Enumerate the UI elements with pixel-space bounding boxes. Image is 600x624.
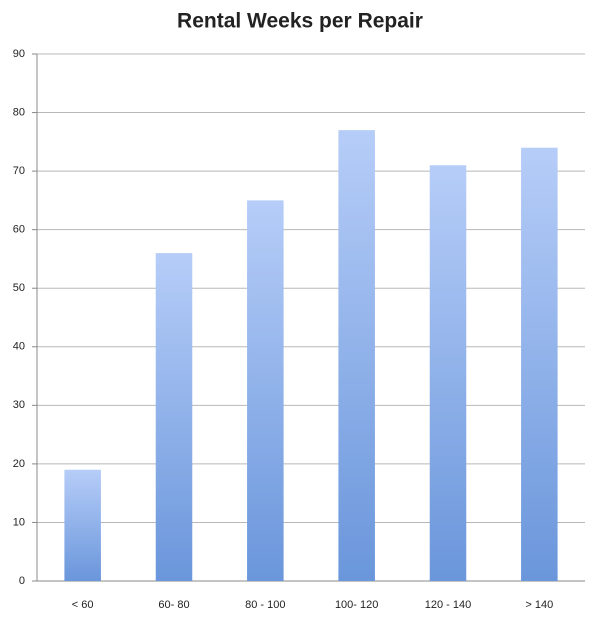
bar [247, 200, 284, 581]
y-tick-label: 50 [13, 282, 25, 294]
bar [521, 147, 558, 581]
bar [155, 253, 193, 582]
bar [338, 130, 375, 581]
y-tick-label: 10 [13, 516, 25, 528]
bar [64, 469, 101, 581]
x-tick-label: 120 - 140 [425, 599, 471, 611]
x-tick-label: 80 - 100 [245, 599, 285, 611]
bar [429, 165, 467, 581]
x-tick-label: > 140 [525, 599, 553, 611]
y-tick-label: 60 [13, 224, 25, 236]
y-tick-label: 80 [13, 106, 25, 118]
x-tick-label: 60- 80 [158, 599, 189, 611]
y-tick-label: 30 [13, 399, 25, 411]
y-tick-label: 0 [19, 575, 25, 587]
x-tick-label: 100- 120 [335, 599, 378, 611]
y-tick-label: 40 [13, 341, 25, 353]
y-tick-label: 70 [13, 165, 25, 177]
y-tick-label: 90 [13, 48, 25, 60]
y-tick-label: 20 [13, 458, 25, 470]
x-tick-label: < 60 [72, 599, 94, 611]
chart-title: Rental Weeks per Repair [177, 10, 423, 33]
